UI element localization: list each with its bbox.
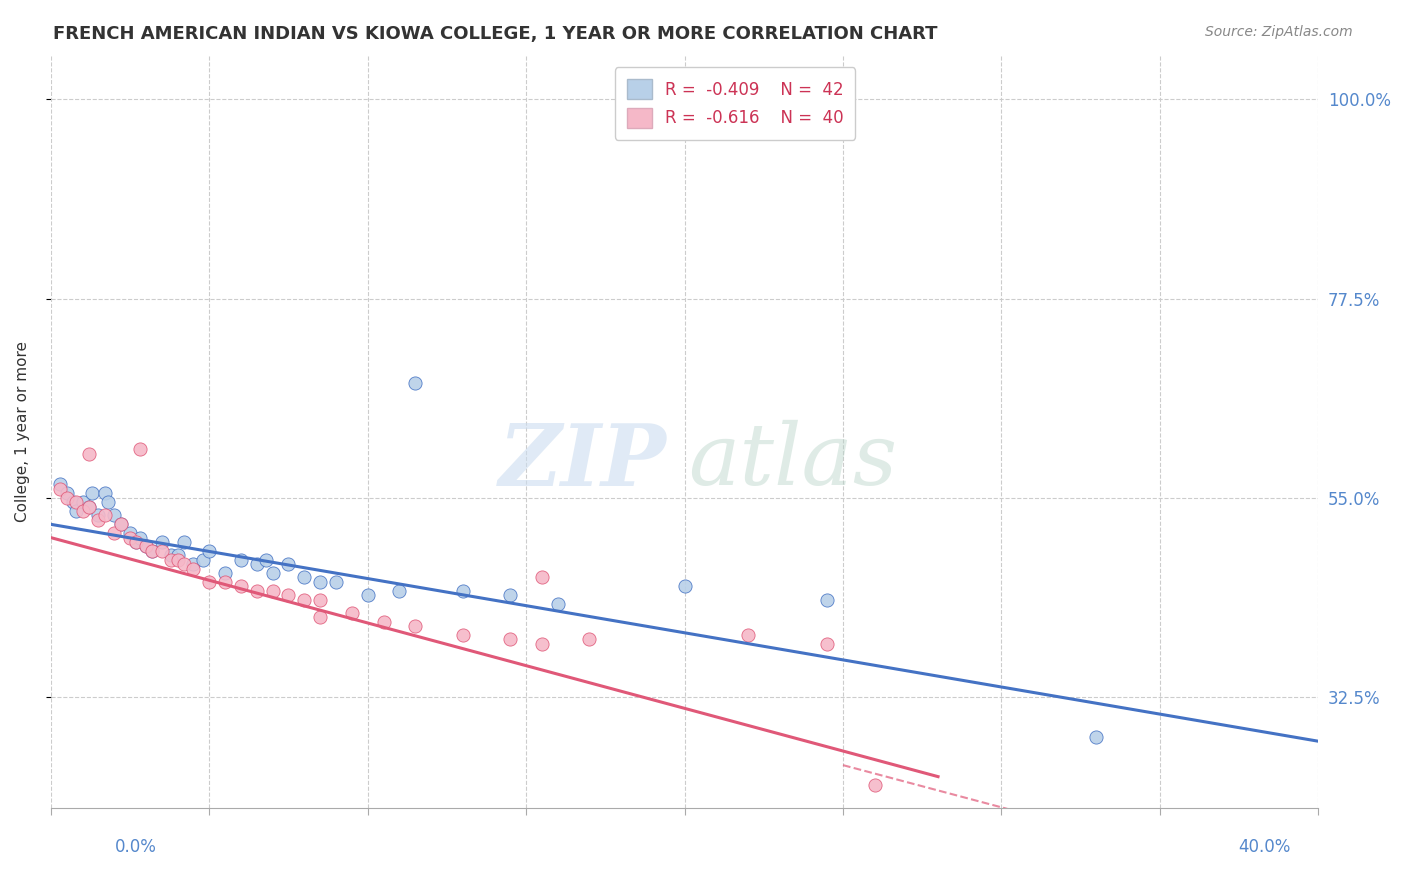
Point (141, 544, 163, 558)
Point (62, 495, 84, 509)
Point (135, 540, 157, 554)
Point (183, 561, 205, 575)
Text: Source: ZipAtlas.com: Source: ZipAtlas.com (1205, 25, 1353, 39)
Point (578, 632, 600, 647)
Point (80, 486, 103, 500)
Point (160, 553, 183, 567)
Point (246, 557, 269, 571)
Point (499, 632, 522, 647)
Point (55, 491, 77, 505)
Point (72, 504, 94, 518)
Point (77, 500, 100, 514)
Point (141, 544, 163, 558)
Point (229, 553, 252, 567)
Point (198, 544, 221, 558)
Point (863, 779, 886, 793)
Point (815, 592, 838, 607)
Point (87, 513, 110, 527)
Point (183, 557, 205, 571)
Point (229, 579, 252, 593)
Point (451, 583, 474, 598)
Point (65, 495, 87, 509)
Point (309, 610, 332, 624)
Text: 40.0%: 40.0% (1239, 838, 1291, 855)
Point (388, 583, 411, 598)
Point (87, 508, 110, 523)
Point (246, 583, 269, 598)
Point (277, 588, 299, 602)
Point (49, 477, 72, 491)
Point (93, 486, 115, 500)
Point (673, 579, 696, 593)
Point (118, 531, 141, 545)
Point (499, 588, 522, 602)
Point (125, 535, 148, 549)
Point (309, 574, 332, 589)
Point (309, 592, 332, 607)
Point (277, 557, 299, 571)
Point (530, 637, 553, 651)
Text: ZIP: ZIP (499, 420, 666, 503)
Y-axis label: College, 1 year or more: College, 1 year or more (15, 341, 30, 522)
Point (530, 570, 553, 584)
Point (404, 376, 426, 390)
Point (173, 535, 195, 549)
Point (72, 495, 94, 509)
Point (77, 446, 100, 460)
Point (150, 544, 173, 558)
Point (128, 531, 150, 545)
Point (49, 482, 72, 496)
Point (292, 592, 315, 607)
Point (198, 574, 221, 589)
Point (214, 566, 236, 580)
Point (737, 628, 759, 642)
Point (128, 442, 150, 456)
Point (93, 508, 115, 523)
Text: FRENCH AMERICAN INDIAN VS KIOWA COLLEGE, 1 YEAR OR MORE CORRELATION CHART: FRENCH AMERICAN INDIAN VS KIOWA COLLEGE,… (53, 25, 938, 43)
Point (815, 637, 838, 651)
Point (357, 588, 380, 602)
Point (135, 540, 157, 554)
Point (103, 508, 125, 523)
Point (173, 557, 195, 571)
Point (404, 619, 426, 633)
Point (110, 517, 132, 532)
Point (1085, 730, 1108, 744)
Point (160, 549, 183, 563)
Point (547, 597, 569, 611)
Point (373, 615, 395, 629)
Point (77, 500, 100, 514)
Point (262, 566, 284, 580)
Point (166, 549, 188, 563)
Point (55, 486, 77, 500)
Point (214, 574, 236, 589)
Point (125, 535, 148, 549)
Legend: R =  -0.409    N =  42, R =  -0.616    N =  40: R = -0.409 N = 42, R = -0.616 N = 40 (614, 67, 855, 139)
Point (118, 526, 141, 541)
Point (254, 553, 277, 567)
Point (103, 526, 125, 541)
Text: 0.0%: 0.0% (115, 838, 157, 855)
Point (97, 495, 120, 509)
Point (262, 583, 284, 598)
Point (451, 628, 474, 642)
Point (110, 517, 132, 532)
Point (325, 574, 347, 589)
Point (150, 535, 173, 549)
Point (166, 553, 188, 567)
Text: atlas: atlas (688, 420, 897, 503)
Point (65, 504, 87, 518)
Point (292, 570, 315, 584)
Point (340, 606, 363, 620)
Point (191, 553, 214, 567)
